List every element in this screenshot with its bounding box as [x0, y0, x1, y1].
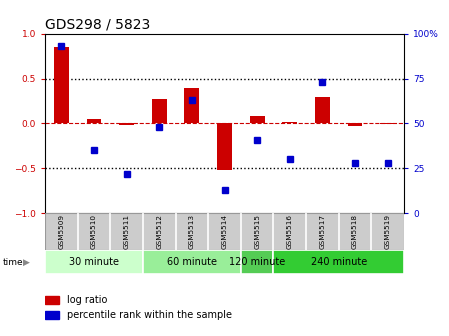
Text: GSM5518: GSM5518 [352, 214, 358, 249]
Text: GSM5513: GSM5513 [189, 214, 195, 249]
Bar [217, 123, 232, 170]
Text: time: time [2, 258, 23, 266]
Text: 30 minute: 30 minute [69, 257, 119, 267]
Text: GSM5509: GSM5509 [58, 214, 64, 249]
Text: GDS298 / 5823: GDS298 / 5823 [45, 17, 150, 31]
Bar [54, 47, 69, 123]
Text: GSM5516: GSM5516 [287, 214, 293, 249]
Text: GSM5519: GSM5519 [385, 214, 391, 249]
Text: GSM5517: GSM5517 [320, 214, 326, 249]
Bar [152, 99, 167, 123]
Bar [348, 123, 362, 126]
Text: 60 minute: 60 minute [167, 257, 217, 267]
Text: GSM5514: GSM5514 [221, 214, 228, 249]
Text: percentile rank within the sample: percentile rank within the sample [66, 310, 232, 320]
Text: 120 minute: 120 minute [229, 257, 285, 267]
Bar [250, 116, 264, 123]
Text: log ratio: log ratio [66, 295, 107, 305]
Text: 240 minute: 240 minute [311, 257, 367, 267]
Bar [87, 119, 101, 123]
Text: GSM5511: GSM5511 [123, 214, 129, 249]
Bar [282, 122, 297, 123]
Text: GSM5510: GSM5510 [91, 214, 97, 249]
Bar [380, 123, 395, 124]
Bar [315, 97, 330, 123]
FancyBboxPatch shape [241, 250, 273, 274]
FancyBboxPatch shape [143, 250, 241, 274]
FancyBboxPatch shape [45, 250, 143, 274]
Text: GSM5512: GSM5512 [156, 214, 162, 249]
FancyBboxPatch shape [273, 250, 404, 274]
Text: ▶: ▶ [23, 258, 30, 266]
Bar [119, 123, 134, 125]
Bar [185, 87, 199, 123]
Bar [45, 296, 59, 304]
Text: GSM5515: GSM5515 [254, 214, 260, 249]
Bar [45, 311, 59, 320]
